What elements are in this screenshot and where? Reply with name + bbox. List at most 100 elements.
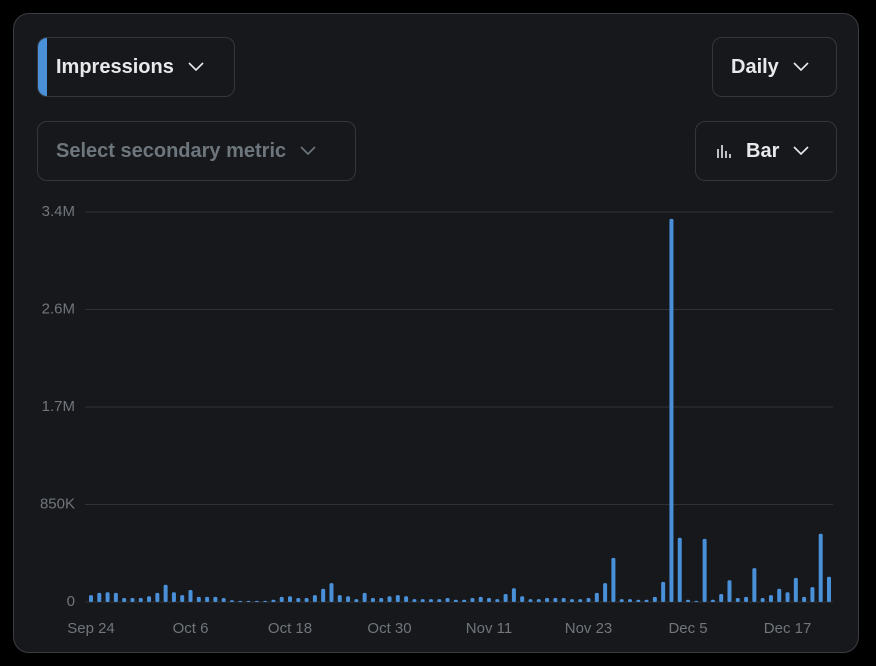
bar (611, 557, 616, 602)
bar (619, 599, 624, 602)
bar (188, 589, 193, 602)
bar (238, 600, 243, 602)
bar (412, 599, 417, 602)
bar (586, 597, 591, 602)
bar (453, 599, 458, 602)
x-tick-label: Oct 18 (268, 620, 312, 637)
bar (495, 599, 500, 602)
x-tick-label: Sep 24 (67, 620, 115, 637)
bar (669, 218, 674, 602)
primary-metric-select[interactable]: Impressions (37, 37, 235, 97)
bar (752, 568, 757, 602)
bar (727, 580, 732, 602)
bar (379, 597, 384, 602)
bar (246, 600, 251, 602)
bar (171, 592, 176, 602)
bar (113, 592, 118, 602)
bar (627, 599, 632, 602)
bar (793, 577, 798, 602)
x-tick-label: Dec 17 (764, 620, 812, 637)
bar (221, 597, 226, 602)
x-tick-label: Nov 23 (565, 620, 613, 637)
y-tick-label: 0 (67, 593, 75, 610)
bar (827, 576, 831, 602)
bar (445, 597, 450, 602)
bar (785, 592, 790, 602)
bar (777, 588, 782, 602)
bar (362, 592, 367, 602)
bar (744, 596, 749, 602)
bar (636, 599, 641, 602)
primary-metric-label: Impressions (56, 55, 174, 78)
interval-select[interactable]: Daily (712, 37, 837, 97)
x-tick-label: Oct 30 (367, 620, 411, 637)
bar (387, 596, 392, 602)
bar (802, 596, 807, 602)
chevron (300, 146, 316, 156)
bar (503, 593, 508, 602)
bar (536, 599, 541, 602)
bar (561, 597, 566, 602)
bar (462, 599, 467, 602)
bar (735, 597, 740, 602)
bar (818, 533, 823, 602)
bar (511, 588, 516, 602)
bar (702, 538, 707, 602)
y-tick-label: 1.7M (42, 398, 75, 415)
bar (155, 592, 160, 602)
bar (652, 596, 657, 602)
y-tick-label: 3.4M (42, 203, 75, 220)
bar (478, 596, 483, 602)
metric-color-strip (38, 38, 47, 96)
bar (677, 537, 682, 602)
bar (719, 593, 724, 602)
bar (304, 597, 309, 602)
bar (404, 596, 409, 602)
secondary-metric-select[interactable]: Select secondary metric (37, 121, 356, 181)
chevron (188, 62, 204, 72)
bar-icon (717, 145, 731, 158)
bar (760, 597, 765, 602)
bar (346, 596, 351, 602)
bar (229, 600, 234, 602)
bar (213, 596, 218, 602)
y-tick-label: 2.6M (42, 300, 75, 317)
bar (130, 597, 135, 602)
bar (686, 599, 691, 602)
bar (271, 599, 276, 602)
bar (370, 597, 375, 602)
x-tick-label: Nov 11 (466, 620, 512, 637)
bar (395, 595, 400, 602)
bar (470, 597, 475, 602)
bar (603, 583, 608, 602)
bar (296, 597, 301, 602)
chevron (793, 146, 809, 156)
bar (528, 599, 533, 602)
chevron (793, 62, 809, 72)
bar (97, 592, 102, 602)
chart-style-select[interactable]: Bar (695, 121, 837, 181)
bar (810, 587, 815, 602)
bar (312, 595, 317, 602)
bar (644, 599, 649, 602)
bar (122, 597, 127, 602)
bar (768, 595, 773, 602)
y-tick-label: 850K (40, 495, 75, 512)
bar (288, 596, 293, 602)
bar (263, 600, 268, 602)
bar (163, 584, 168, 602)
bar (694, 600, 699, 602)
bar (569, 599, 574, 602)
bar (105, 592, 110, 602)
card (13, 13, 859, 653)
bar (354, 599, 359, 602)
bar (661, 581, 666, 602)
x-tick-label: Dec 5 (668, 620, 707, 637)
bar (321, 588, 326, 602)
bar (578, 599, 583, 602)
bar (138, 597, 143, 602)
bar (428, 599, 433, 602)
bar (710, 599, 715, 602)
